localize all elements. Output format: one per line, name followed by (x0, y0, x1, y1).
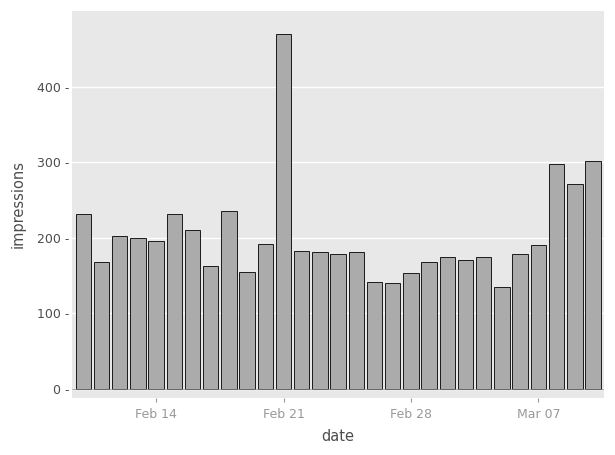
Bar (512, 254, 528, 389)
Bar (403, 273, 419, 389)
Bar (294, 251, 309, 389)
Bar (494, 287, 510, 389)
Bar (167, 213, 182, 389)
Bar (330, 254, 346, 389)
Bar (130, 238, 146, 389)
Bar (367, 282, 383, 389)
Bar (421, 262, 437, 389)
Bar (239, 272, 255, 389)
Bar (258, 244, 273, 389)
Bar (112, 236, 127, 389)
Bar (221, 211, 237, 389)
X-axis label: date: date (322, 429, 355, 444)
Bar (349, 252, 364, 389)
Bar (93, 262, 109, 389)
Bar (312, 252, 328, 389)
Bar (203, 267, 218, 389)
Bar (440, 257, 455, 389)
Bar (458, 260, 474, 389)
Bar (549, 164, 565, 389)
Bar (476, 257, 491, 389)
Bar (385, 283, 400, 389)
Bar (276, 34, 292, 389)
Bar (184, 230, 200, 389)
Bar (531, 244, 546, 389)
Y-axis label: impressions: impressions (11, 161, 26, 248)
Bar (585, 161, 601, 389)
Bar (76, 213, 91, 389)
Bar (567, 184, 582, 389)
Bar (148, 241, 164, 389)
